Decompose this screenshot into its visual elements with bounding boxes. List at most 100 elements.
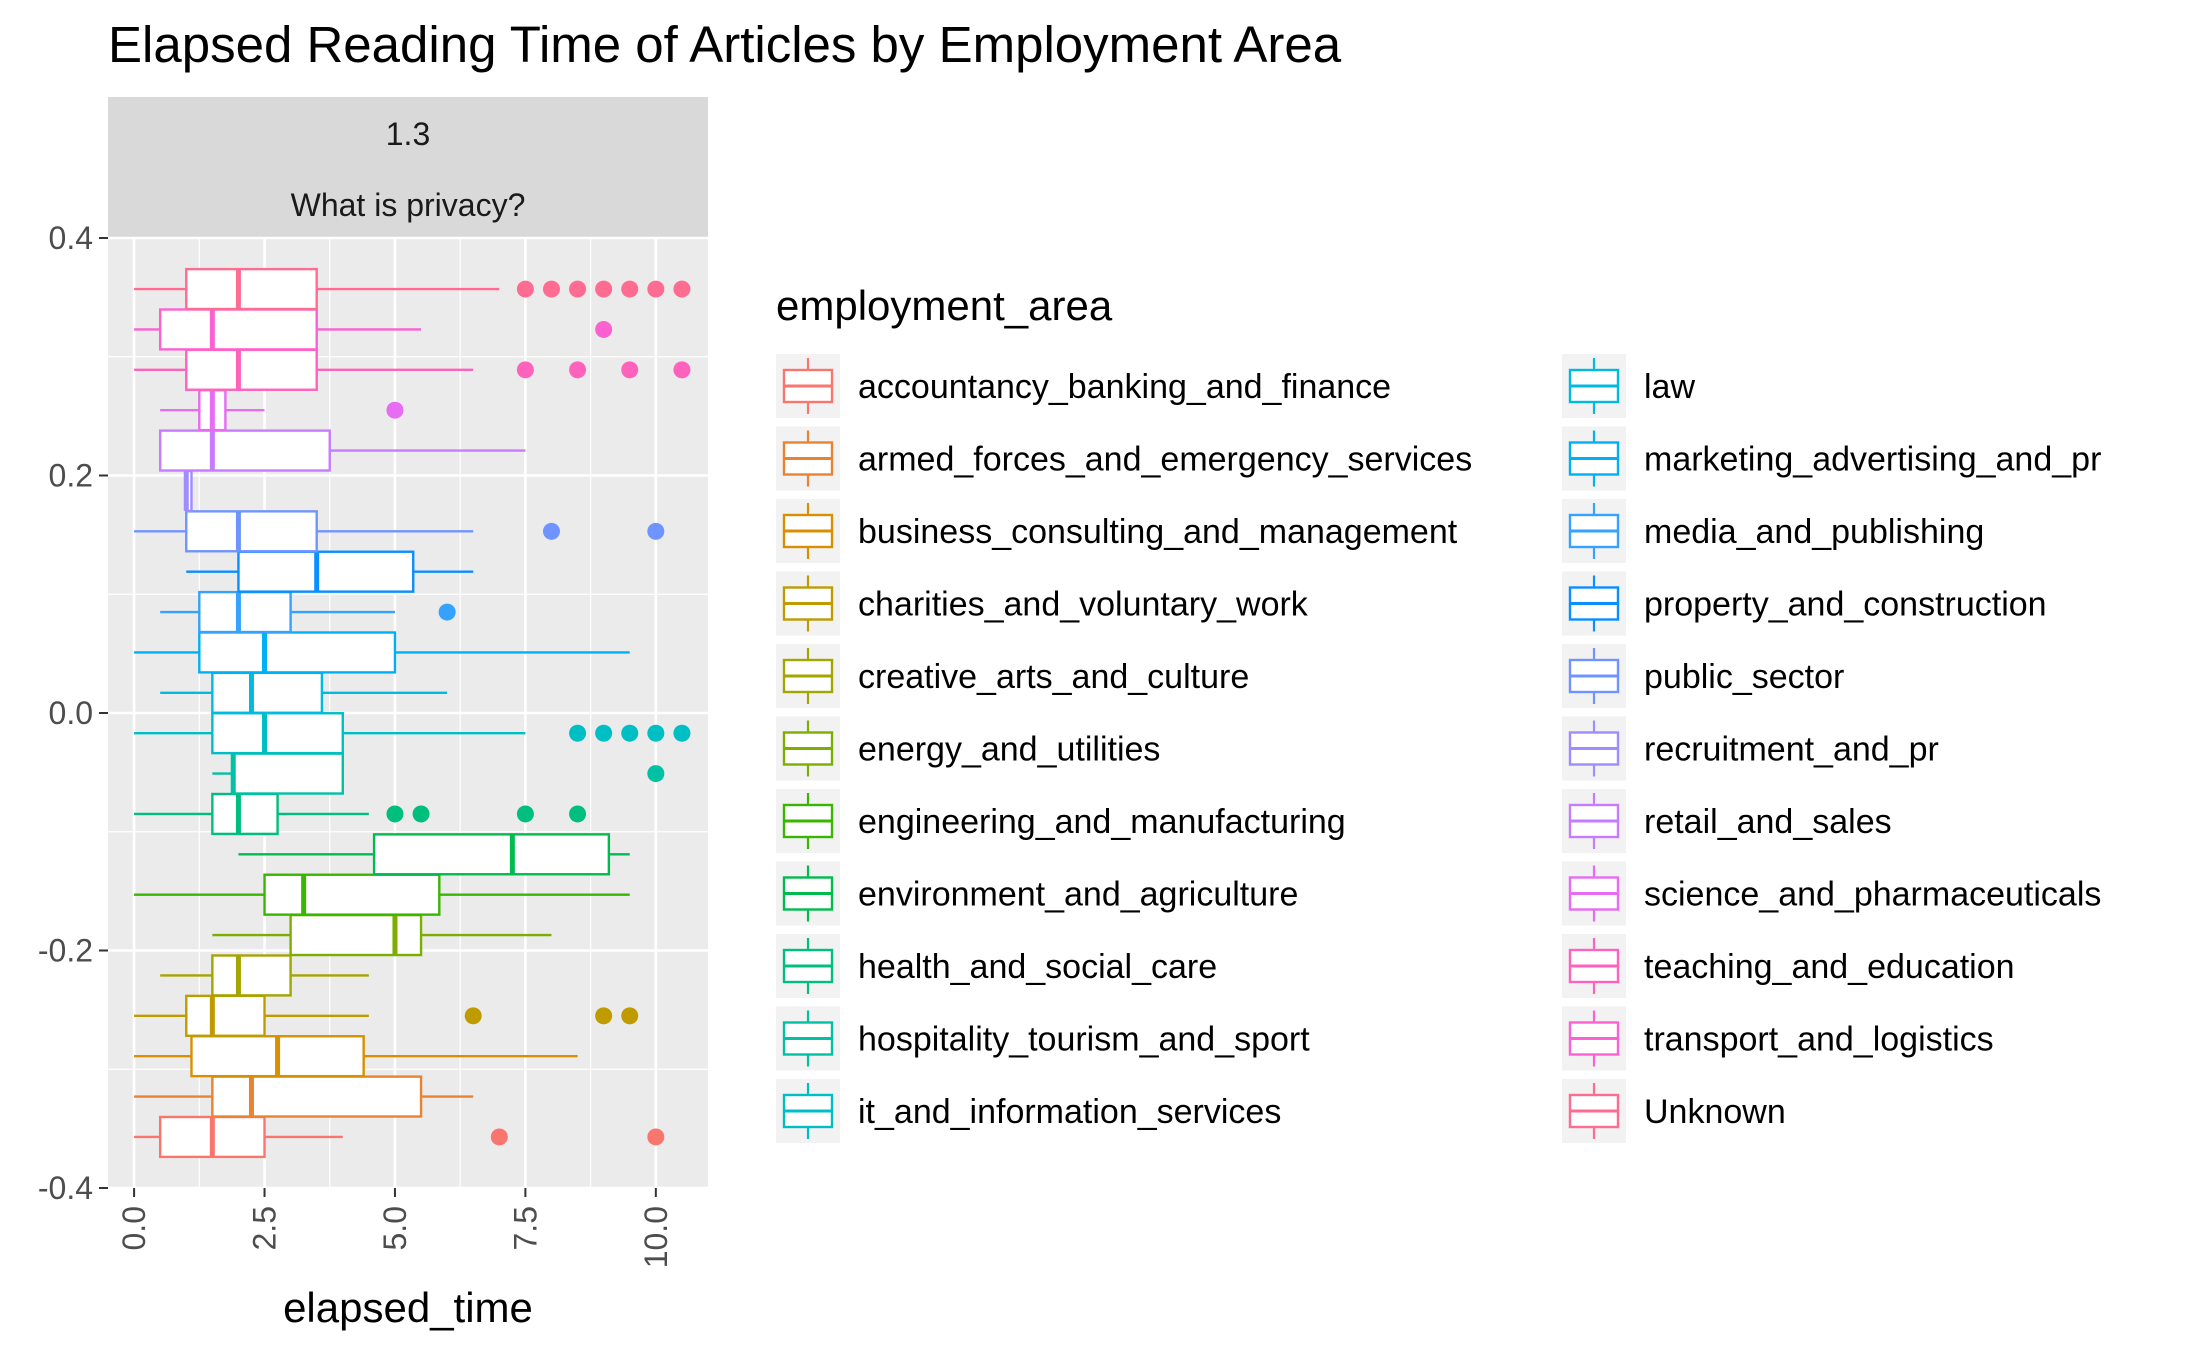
facet-strip xyxy=(108,97,708,238)
legend-item-recruitment_and_pr: recruitment_and_pr xyxy=(1562,716,1939,781)
legend-label: teaching_and_education xyxy=(1644,948,2015,986)
outlier-point xyxy=(542,280,560,298)
boxplot-armed_forces_and_emergency_services xyxy=(134,1075,474,1118)
boxplot-environment_and_agriculture xyxy=(238,833,630,876)
x-tick-label: 10.0 xyxy=(638,1206,674,1268)
outlier-point xyxy=(516,280,534,298)
legend-label: retail_and_sales xyxy=(1644,803,1892,841)
grid-layer xyxy=(108,236,708,1190)
iqr-box xyxy=(211,671,324,714)
x-tick-label: 0.0 xyxy=(116,1206,152,1250)
outlier-point xyxy=(569,724,587,742)
y-tick-label: 0.2 xyxy=(49,458,93,494)
outlier-point xyxy=(569,361,587,379)
boxplot-accountancy_banking_and_finance xyxy=(134,1115,665,1159)
outlier-point xyxy=(621,1007,639,1025)
legend-item-marketing_advertising_and_pr: marketing_advertising_and_pr xyxy=(1562,426,2101,491)
boxplot-teaching_and_education xyxy=(134,348,691,391)
iqr-box xyxy=(198,631,397,674)
legend-label: armed_forces_and_emergency_services xyxy=(858,441,1472,479)
iqr-box xyxy=(198,590,292,634)
boxplot-engineering_and_manufacturing xyxy=(134,873,630,916)
boxplot-recruitment_and_pr xyxy=(183,469,193,513)
outlier-point xyxy=(673,280,691,298)
boxplot-energy_and_utilities xyxy=(212,913,552,957)
legend-item-creative_arts_and_culture: creative_arts_and_culture xyxy=(776,644,1249,708)
x-axis-title: elapsed_time xyxy=(283,1284,533,1331)
boxplot-business_consulting_and_management xyxy=(134,1035,578,1078)
iqr-box xyxy=(185,510,318,553)
legend-item-hospitality_tourism_and_sport: hospitality_tourism_and_sport xyxy=(776,1006,1310,1071)
legend-label: transport_and_logistics xyxy=(1644,1021,1994,1059)
outlier-point xyxy=(412,805,430,823)
iqr-box xyxy=(237,550,415,593)
outlier-point xyxy=(569,280,587,298)
legend-item-armed_forces_and_emergency_services: armed_forces_and_emergency_services xyxy=(776,426,1472,491)
outlier-point xyxy=(647,280,665,298)
legend-label: recruitment_and_pr xyxy=(1644,731,1939,769)
legend-item-it_and_information_services: it_and_information_services xyxy=(776,1079,1281,1143)
x-tick-label: 2.5 xyxy=(247,1206,283,1250)
legend-item-business_consulting_and_management: business_consulting_and_management xyxy=(776,499,1458,563)
iqr-box xyxy=(185,267,318,311)
legend-item-public_sector: public_sector xyxy=(1562,644,1844,708)
boxplot-health_and_social_care xyxy=(134,792,587,836)
legend-item-health_and_social_care: health_and_social_care xyxy=(776,934,1217,998)
iqr-box xyxy=(158,429,331,472)
facet-strip-label-2: What is privacy? xyxy=(291,187,526,223)
outlier-point xyxy=(595,1007,613,1025)
legend-label: engineering_and_manufacturing xyxy=(858,803,1346,841)
chart-title: Elapsed Reading Time of Articles by Empl… xyxy=(108,16,1342,73)
iqr-box xyxy=(185,994,266,1037)
outlier-point xyxy=(621,724,639,742)
legend-label: science_and_pharmaceuticals xyxy=(1644,876,2101,914)
legend-item-energy_and_utilities: energy_and_utilities xyxy=(776,716,1160,781)
legend-item-transport_and_logistics: transport_and_logistics xyxy=(1562,1006,1994,1071)
legend-item-media_and_publishing: media_and_publishing xyxy=(1562,499,1984,563)
y-tick-label: -0.2 xyxy=(38,933,93,969)
outlier-point xyxy=(490,1128,508,1146)
y-tick-label: -0.4 xyxy=(38,1170,93,1206)
legend-label: health_and_social_care xyxy=(858,948,1217,986)
outlier-point xyxy=(673,724,691,742)
iqr-box xyxy=(211,954,292,997)
outlier-point xyxy=(464,1007,482,1025)
legend-item-Unknown: Unknown xyxy=(1562,1079,1786,1143)
legend-item-environment_and_agriculture: environment_and_agriculture xyxy=(776,861,1298,926)
iqr-box xyxy=(185,348,318,391)
legend-item-property_and_construction: property_and_construction xyxy=(1562,571,2047,636)
x-tick-label: 5.0 xyxy=(377,1206,413,1250)
legend-label: hospitality_tourism_and_sport xyxy=(858,1021,1310,1059)
legend-item-law: law xyxy=(1562,354,1695,418)
outlier-point xyxy=(673,361,691,379)
boxplot-property_and_construction xyxy=(186,550,474,593)
outlier-point xyxy=(386,401,404,419)
boxplot-transport_and_logistics xyxy=(134,308,613,351)
legend: accountancy_banking_and_finance armed_for… xyxy=(776,354,2101,1143)
x-tick-label: 7.5 xyxy=(507,1206,543,1250)
legend-item-charities_and_voluntary_work: charities_and_voluntary_work xyxy=(776,571,1309,636)
legend-label: business_consulting_and_management xyxy=(858,513,1458,551)
outlier-point xyxy=(647,522,665,540)
legend-item-retail_and_sales: retail_and_sales xyxy=(1562,789,1892,853)
outlier-point xyxy=(595,280,613,298)
iqr-box xyxy=(211,712,344,755)
outlier-point xyxy=(647,1128,665,1146)
boxplot-charities_and_voluntary_work xyxy=(134,994,639,1037)
boxplot-creative_arts_and_culture xyxy=(160,954,369,997)
legend-item-teaching_and_education: teaching_and_education xyxy=(1562,934,2015,998)
y-tick-label: 0.4 xyxy=(49,220,93,256)
outlier-point xyxy=(516,805,534,823)
legend-label: it_and_information_services xyxy=(858,1093,1281,1131)
boxplot-marketing_advertising_and_pr xyxy=(134,631,630,674)
outlier-point xyxy=(386,805,404,823)
boxplot-public_sector xyxy=(134,510,665,553)
boxplot-it_and_information_services xyxy=(134,712,691,755)
boxplot-media_and_publishing xyxy=(160,590,456,634)
legend-item-science_and_pharmaceuticals: science_and_pharmaceuticals xyxy=(1562,861,2101,926)
legend-label: charities_and_voluntary_work xyxy=(858,586,1309,624)
iqr-box xyxy=(263,873,441,916)
legend-label: creative_arts_and_culture xyxy=(858,658,1249,696)
outlier-point xyxy=(438,603,456,621)
legend-label: media_and_publishing xyxy=(1644,513,1984,551)
